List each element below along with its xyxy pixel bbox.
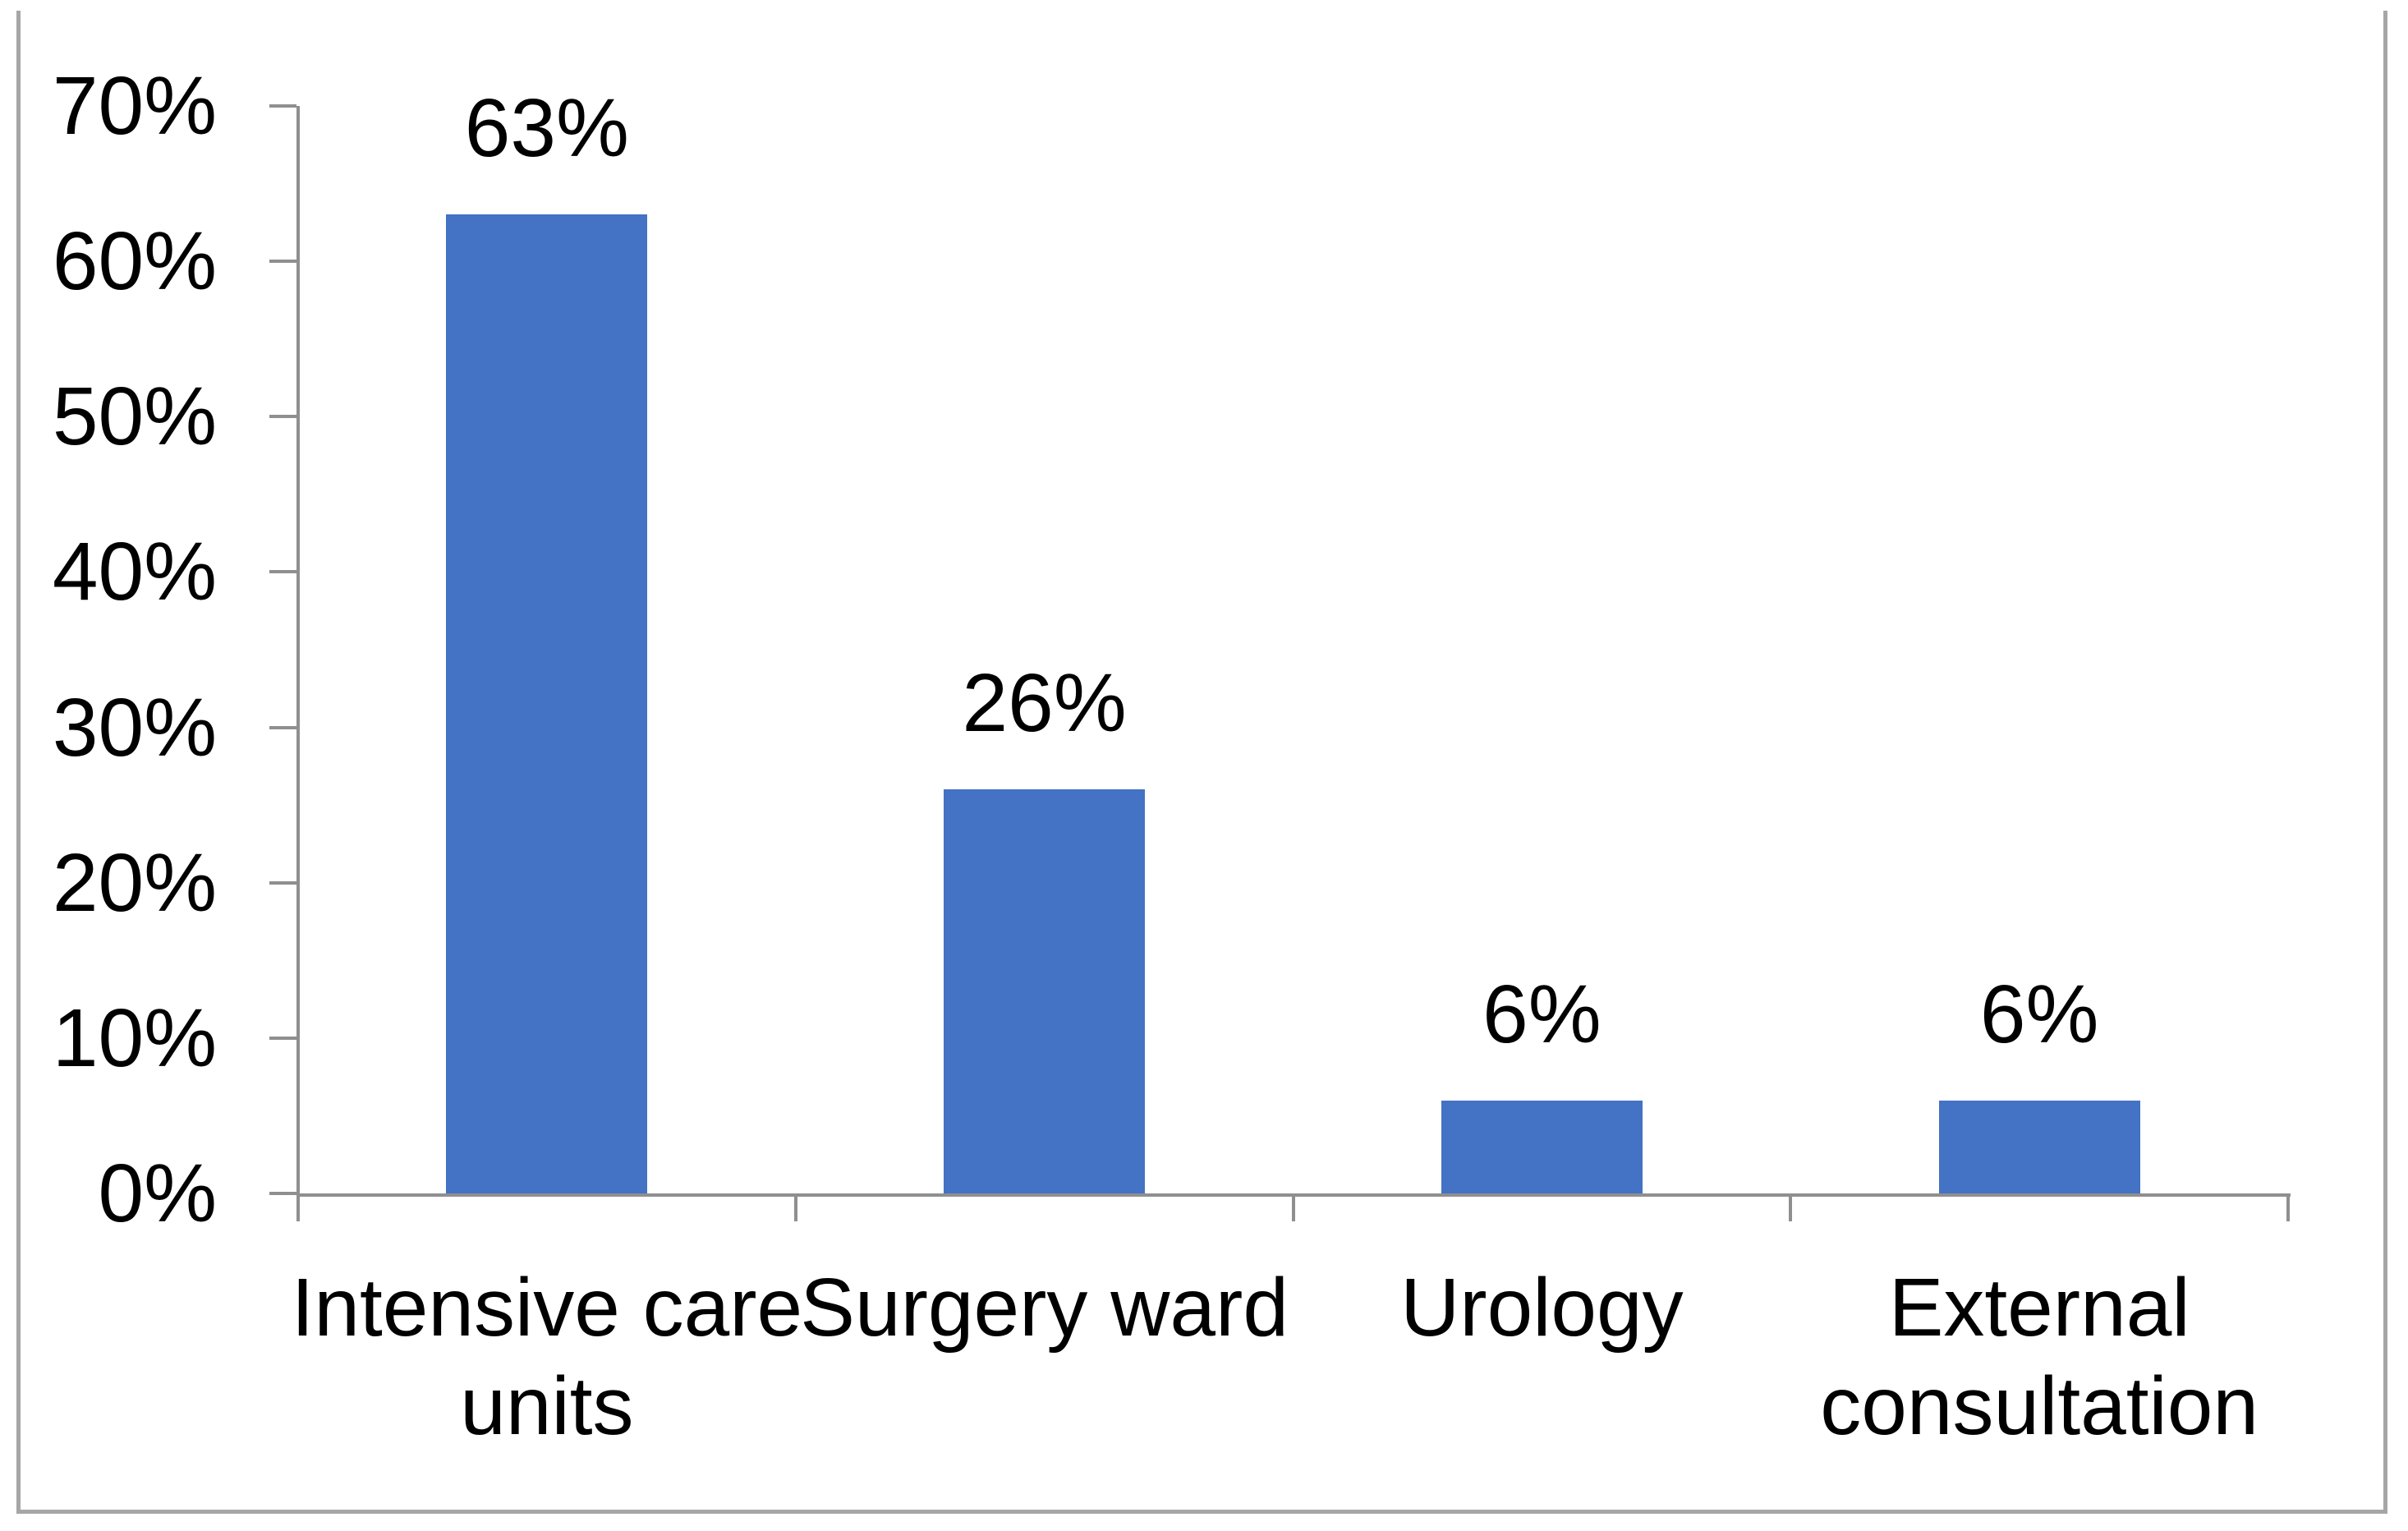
chart-border-frame <box>16 11 2387 1514</box>
data-label-2: 6% <box>1482 968 1602 1060</box>
bar-0 <box>446 214 648 1193</box>
category-label-3: External consultation <box>1820 1262 2259 1452</box>
x-tick <box>793 1193 797 1221</box>
category-label-0: Intensive care units <box>291 1262 803 1452</box>
y-axis-tick-label: 20% <box>52 836 217 929</box>
x-tick <box>1291 1193 1295 1221</box>
y-axis-tick-label: 0% <box>98 1147 217 1239</box>
x-tick <box>296 1193 300 1221</box>
y-tick <box>269 1036 296 1040</box>
x-tick <box>2286 1193 2290 1221</box>
y-tick <box>269 725 296 729</box>
y-axis-tick-label: 60% <box>52 215 217 308</box>
bar-3 <box>1938 1100 2140 1193</box>
bar-1 <box>944 789 1146 1193</box>
data-label-1: 26% <box>962 657 1127 750</box>
y-axis-line <box>296 106 300 1221</box>
category-label-1: Surgery ward <box>800 1262 1289 1354</box>
y-axis-tick-label: 70% <box>52 60 217 152</box>
data-label-3: 6% <box>1979 968 2099 1060</box>
y-tick <box>269 880 296 885</box>
data-label-0: 63% <box>464 82 629 175</box>
x-tick <box>1789 1193 1793 1221</box>
y-tick <box>269 260 296 264</box>
y-axis-tick-label: 50% <box>52 370 217 463</box>
y-tick <box>269 1192 296 1195</box>
category-label-2: Urology <box>1400 1262 1684 1354</box>
y-axis-tick-label: 40% <box>52 526 217 618</box>
y-tick <box>269 570 296 574</box>
y-axis-tick-label: 10% <box>52 991 217 1084</box>
bar-2 <box>1441 1100 1643 1193</box>
y-tick <box>269 415 296 419</box>
y-tick <box>269 104 296 108</box>
y-axis-tick-label: 30% <box>52 681 217 774</box>
